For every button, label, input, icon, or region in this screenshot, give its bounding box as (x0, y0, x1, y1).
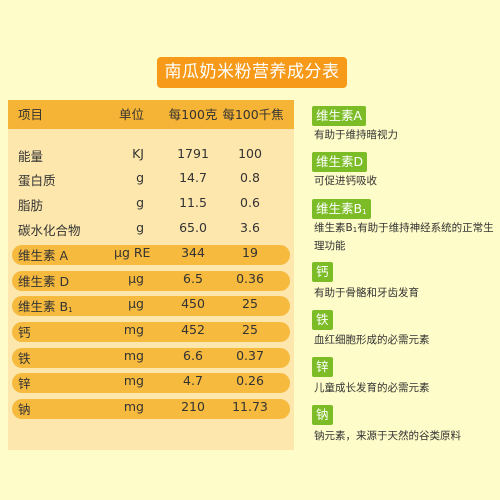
row-per-100kj: 11.73 (232, 399, 268, 414)
nutrient-tag-vitamin-d: 维生素D (312, 152, 368, 172)
row-unit: g (136, 170, 144, 185)
row-name: 能量 (18, 149, 44, 164)
row-name: 维生素 B1 (18, 299, 73, 314)
row-unit: KJ (132, 146, 144, 161)
table-row-highlight: 锌 mg 4.7 0.26 (12, 373, 290, 393)
table-row-highlight: 铁 mg 6.6 0.37 (12, 348, 290, 368)
row-name: 碳水化合物 (18, 223, 81, 238)
row-per-100kj: 0.6 (240, 195, 260, 210)
table-row-highlight: 钠 mg 210 11.73 (12, 399, 290, 419)
nutrient-desc-vitamin-b1: 维生素B1有助于维持神经系统的正常生理功能 (314, 222, 494, 252)
row-unit: mg (123, 373, 144, 388)
row-per-100kj: 25 (242, 296, 258, 311)
subscript: 1 (352, 226, 358, 234)
nutrient-desc-vitamin-d: 可促进钙吸收 (314, 175, 377, 187)
table-row-highlight: 维生素 B1 μg 450 25 (12, 296, 290, 316)
row-per-100kj: 0.36 (236, 271, 264, 286)
row-unit: g (136, 220, 144, 235)
row-unit: g (136, 195, 144, 210)
nutrient-benefits: 维生素A 有助于维持暗视力 维生素D 可促进钙吸收 维生素B1 维生素B1有助于… (306, 100, 496, 450)
nutrition-table: 项目 单位 每100克 每100千焦 能量 KJ 1791 100 蛋白质 g … (8, 100, 294, 450)
row-per-100g: 4.7 (183, 373, 203, 388)
row-per-100kj: 0.37 (236, 348, 264, 363)
row-name: 铁 (18, 351, 31, 366)
row-unit: mg (123, 322, 144, 337)
row-name: 维生素 D (18, 274, 70, 289)
nutrient-tag-zinc: 锌 (312, 357, 333, 377)
row-unit: μg (128, 296, 144, 311)
row-name: 钙 (18, 325, 31, 340)
row-per-100g: 210 (181, 399, 205, 414)
row-per-100g: 452 (181, 322, 205, 337)
row-per-100kj: 3.6 (240, 220, 260, 235)
row-per-100g: 1791 (177, 146, 209, 161)
table-row-highlight: 维生素 A μg RE 344 19 (12, 245, 290, 265)
nutrient-tag-calcium: 钙 (312, 262, 333, 282)
table-row: 碳水化合物 g 65.0 3.6 (8, 220, 294, 244)
nutrient-desc-zinc: 儿童成长发育的必需元素 (314, 382, 430, 394)
subscript: 1 (68, 306, 73, 314)
table-row: 能量 KJ 1791 100 (8, 146, 294, 170)
header-per-100kj: 每100千焦 (222, 107, 284, 122)
header-item: 项目 (18, 107, 44, 122)
table-row: 脂肪 g 11.5 0.6 (8, 195, 294, 219)
subscript: 1 (362, 208, 367, 216)
nutrient-tag-vitamin-b1: 维生素B1 (312, 199, 371, 219)
nutrient-desc-calcium: 有助于骨骼和牙齿发育 (314, 287, 419, 299)
row-per-100g: 450 (181, 296, 205, 311)
row-per-100kj: 0.8 (240, 170, 260, 185)
table-row: 蛋白质 g 14.7 0.8 (8, 170, 294, 194)
nutrient-tag-vitamin-a: 维生素A (312, 106, 367, 126)
row-unit: mg (123, 399, 144, 414)
row-per-100kj: 100 (238, 146, 262, 161)
nutrient-desc-vitamin-a: 有助于维持暗视力 (314, 129, 398, 141)
row-per-100g: 14.7 (179, 170, 207, 185)
row-per-100g: 11.5 (179, 195, 207, 210)
row-name: 维生素 A (18, 248, 69, 263)
nutrient-tag-iron: 铁 (312, 310, 333, 330)
row-name: 蛋白质 (18, 173, 56, 188)
row-per-100g: 65.0 (179, 220, 207, 235)
row-per-100kj: 19 (242, 245, 258, 260)
row-per-100g: 6.5 (183, 271, 203, 286)
table-header: 项目 单位 每100克 每100千焦 (8, 100, 294, 129)
row-per-100kj: 0.26 (236, 373, 264, 388)
row-name: 钠 (18, 402, 31, 417)
table-row-highlight: 维生素 D μg 6.5 0.36 (12, 271, 290, 291)
header-per-100g: 每100克 (168, 107, 218, 122)
nutrient-desc-iron: 血红细胞形成的必需元素 (314, 334, 430, 346)
row-name: 锌 (18, 376, 31, 391)
row-per-100g: 6.6 (183, 348, 203, 363)
row-per-100g: 344 (181, 245, 205, 260)
nutrient-desc-sodium: 钠元素，来源于天然的谷类原料 (314, 430, 461, 442)
row-unit: mg (123, 348, 144, 363)
row-name: 脂肪 (18, 198, 44, 213)
row-unit: μg RE (114, 245, 151, 260)
table-row-highlight: 钙 mg 452 25 (12, 322, 290, 342)
row-per-100kj: 25 (242, 322, 258, 337)
header-unit: 单位 (118, 107, 144, 122)
page-title: 南瓜奶米粉营养成分表 (157, 57, 347, 88)
row-unit: μg (128, 271, 144, 286)
nutrient-tag-sodium: 钠 (312, 405, 333, 425)
